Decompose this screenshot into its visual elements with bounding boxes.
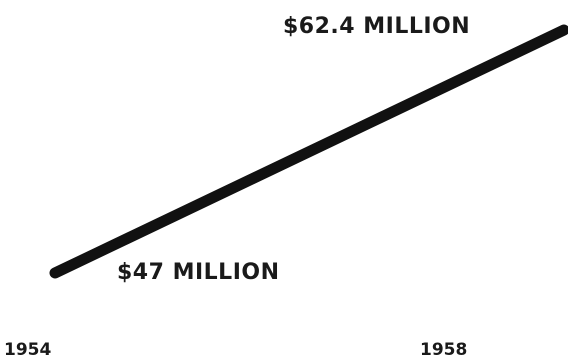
data-label-1954: $47 MILLION: [117, 260, 280, 285]
x-tick-label-1958: 1958: [420, 340, 468, 360]
x-tick-label-1954: 1954: [4, 340, 52, 360]
series-line: [49, 24, 568, 279]
data-label-1958: $62.4 MILLION: [283, 14, 471, 39]
